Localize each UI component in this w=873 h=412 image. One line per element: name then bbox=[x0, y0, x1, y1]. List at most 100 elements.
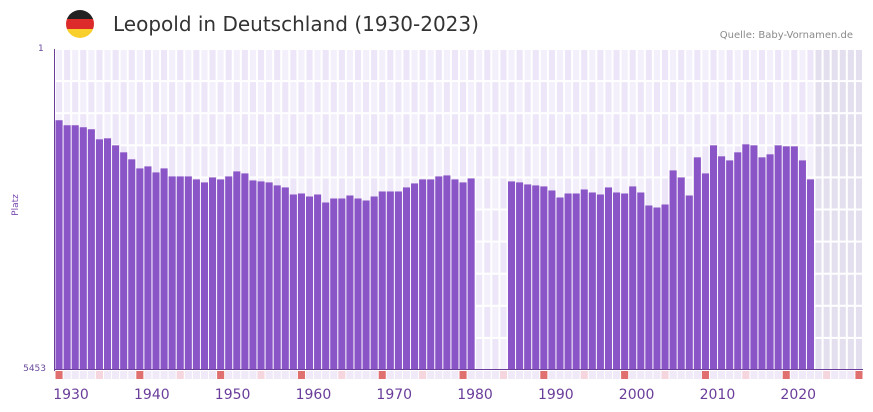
bar-1966[interactable] bbox=[346, 195, 354, 370]
x-tick-label: 2010 bbox=[699, 387, 736, 403]
bar-1944[interactable] bbox=[168, 176, 176, 370]
bar-2000[interactable] bbox=[621, 193, 629, 370]
bar-1968[interactable] bbox=[362, 200, 370, 370]
bar-1959[interactable] bbox=[289, 194, 297, 370]
bar-2022[interactable] bbox=[798, 160, 806, 370]
bar-1964[interactable] bbox=[330, 198, 338, 370]
bar-1979[interactable] bbox=[451, 179, 459, 370]
bar-2016[interactable] bbox=[750, 145, 758, 370]
bar-1960[interactable] bbox=[297, 193, 305, 370]
bar-1990[interactable] bbox=[540, 186, 548, 370]
source-link[interactable]: Quelle: Baby-Vornamen.de bbox=[719, 30, 853, 41]
bar-2008[interactable] bbox=[685, 195, 693, 370]
y-axis-title: Platz bbox=[11, 194, 21, 216]
bar-1951[interactable] bbox=[225, 176, 233, 370]
bar-1962[interactable] bbox=[314, 194, 322, 370]
bar-1998[interactable] bbox=[604, 187, 613, 370]
bar-1993[interactable] bbox=[564, 193, 572, 370]
bar-1938[interactable] bbox=[120, 152, 128, 370]
bar-1978[interactable] bbox=[443, 175, 451, 370]
bar-1937[interactable] bbox=[112, 145, 120, 370]
bar-1970[interactable] bbox=[378, 191, 386, 370]
x-tick-label: 1950 bbox=[214, 387, 251, 403]
bar-1935[interactable] bbox=[95, 139, 103, 370]
bar-1939[interactable] bbox=[128, 159, 136, 370]
bar-2001[interactable] bbox=[629, 186, 637, 370]
x-tick-label: 1990 bbox=[538, 387, 574, 403]
bar-1994[interactable] bbox=[572, 193, 580, 370]
bar-1987[interactable] bbox=[516, 182, 524, 370]
bar-1981[interactable] bbox=[467, 178, 475, 370]
flag-stripe-red bbox=[66, 19, 94, 29]
bar-1975[interactable] bbox=[419, 179, 427, 370]
x-tick-label: 1940 bbox=[134, 387, 170, 403]
bar-2014[interactable] bbox=[734, 152, 742, 370]
bar-1931[interactable] bbox=[63, 125, 71, 370]
bar-1953[interactable] bbox=[241, 173, 249, 370]
bar-2013[interactable] bbox=[726, 160, 734, 370]
bar-1932[interactable] bbox=[71, 125, 79, 370]
bar-1946[interactable] bbox=[184, 176, 192, 370]
bar-1949[interactable] bbox=[209, 177, 217, 370]
bar-1989[interactable] bbox=[532, 185, 540, 370]
bar-1930[interactable] bbox=[55, 120, 63, 370]
bar-1957[interactable] bbox=[273, 185, 281, 370]
bar-1973[interactable] bbox=[402, 187, 411, 370]
bar-1934[interactable] bbox=[87, 129, 95, 370]
bar-1952[interactable] bbox=[233, 171, 241, 370]
bar-2019[interactable] bbox=[774, 145, 782, 370]
bar-1986[interactable] bbox=[507, 181, 516, 370]
bar-1969[interactable] bbox=[370, 196, 378, 370]
bar-2021[interactable] bbox=[790, 146, 798, 370]
bar-1988[interactable] bbox=[524, 184, 532, 370]
bar-1945[interactable] bbox=[176, 176, 184, 370]
bar-1999[interactable] bbox=[613, 192, 621, 370]
bar-1965[interactable] bbox=[338, 198, 346, 370]
bar-1943[interactable] bbox=[160, 168, 168, 370]
bar-chart bbox=[55, 50, 862, 370]
bar-1972[interactable] bbox=[394, 191, 402, 370]
bar-1954[interactable] bbox=[249, 180, 257, 370]
y-axis-bottom-label: 5453 bbox=[23, 364, 46, 374]
bar-2003[interactable] bbox=[645, 205, 653, 370]
bar-1992[interactable] bbox=[556, 197, 564, 370]
bar-1963[interactable] bbox=[322, 202, 330, 370]
bar-1936[interactable] bbox=[103, 138, 112, 370]
bar-2002[interactable] bbox=[637, 192, 645, 370]
bar-1950[interactable] bbox=[217, 179, 225, 370]
bar-1974[interactable] bbox=[411, 183, 419, 370]
bar-1948[interactable] bbox=[200, 182, 209, 370]
bar-1976[interactable] bbox=[427, 179, 435, 370]
bar-1955[interactable] bbox=[257, 181, 265, 370]
bar-2023[interactable] bbox=[806, 179, 815, 370]
bar-1956[interactable] bbox=[265, 182, 273, 370]
bar-2017[interactable] bbox=[758, 157, 766, 370]
bar-1958[interactable] bbox=[281, 187, 289, 370]
bar-1991[interactable] bbox=[548, 190, 556, 370]
bar-1961[interactable] bbox=[305, 196, 314, 370]
plot-area bbox=[55, 49, 863, 370]
bar-2009[interactable] bbox=[693, 157, 701, 370]
bar-2018[interactable] bbox=[766, 154, 774, 370]
bar-2011[interactable] bbox=[709, 145, 718, 370]
bar-2006[interactable] bbox=[669, 170, 677, 370]
bar-1971[interactable] bbox=[386, 191, 394, 370]
bar-1941[interactable] bbox=[144, 166, 152, 370]
bar-1996[interactable] bbox=[588, 192, 596, 370]
bar-1977[interactable] bbox=[435, 176, 443, 370]
bar-2007[interactable] bbox=[677, 177, 685, 370]
bar-1995[interactable] bbox=[580, 189, 588, 370]
bar-1947[interactable] bbox=[192, 179, 200, 370]
bar-2015[interactable] bbox=[742, 144, 750, 370]
bar-1967[interactable] bbox=[354, 198, 362, 370]
bar-1933[interactable] bbox=[79, 127, 87, 370]
bar-2005[interactable] bbox=[661, 204, 669, 370]
bar-1997[interactable] bbox=[596, 194, 604, 370]
bar-1940[interactable] bbox=[136, 168, 144, 370]
bar-1980[interactable] bbox=[459, 182, 467, 370]
bar-2020[interactable] bbox=[782, 146, 790, 370]
bar-2004[interactable] bbox=[653, 207, 661, 370]
bar-1942[interactable] bbox=[152, 172, 160, 370]
bar-2012[interactable] bbox=[718, 156, 726, 370]
bar-2010[interactable] bbox=[701, 173, 709, 370]
